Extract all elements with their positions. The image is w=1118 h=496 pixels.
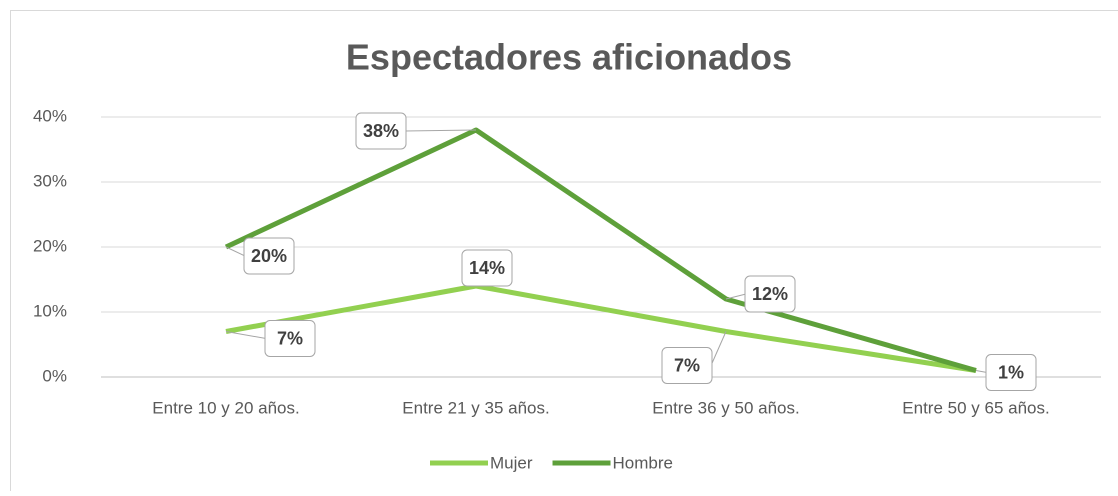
data-label: 1%: [998, 362, 1024, 382]
y-tick-label: 0%: [42, 366, 67, 385]
y-tick-label: 20%: [33, 236, 67, 255]
x-tick-label: Entre 50 y 65 años.: [902, 398, 1049, 417]
y-tick-label: 10%: [33, 301, 67, 320]
data-label: 12%: [752, 284, 788, 304]
y-tick-label: 30%: [33, 171, 67, 190]
chart-frame: [11, 11, 1118, 492]
x-tick-label: Entre 36 y 50 años.: [652, 398, 799, 417]
data-label: 20%: [251, 246, 287, 266]
data-label: 14%: [469, 258, 505, 278]
chart-title: Espectadores aficionados: [346, 37, 792, 78]
data-label: 7%: [277, 328, 303, 348]
legend-label: Hombre: [613, 453, 673, 472]
x-tick-label: Entre 21 y 35 años.: [402, 398, 549, 417]
x-tick-label: Entre 10 y 20 años.: [152, 398, 299, 417]
legend-label: Mujer: [490, 453, 533, 472]
y-tick-label: 40%: [33, 106, 67, 125]
data-label: 38%: [363, 121, 399, 141]
data-label: 7%: [674, 355, 700, 375]
